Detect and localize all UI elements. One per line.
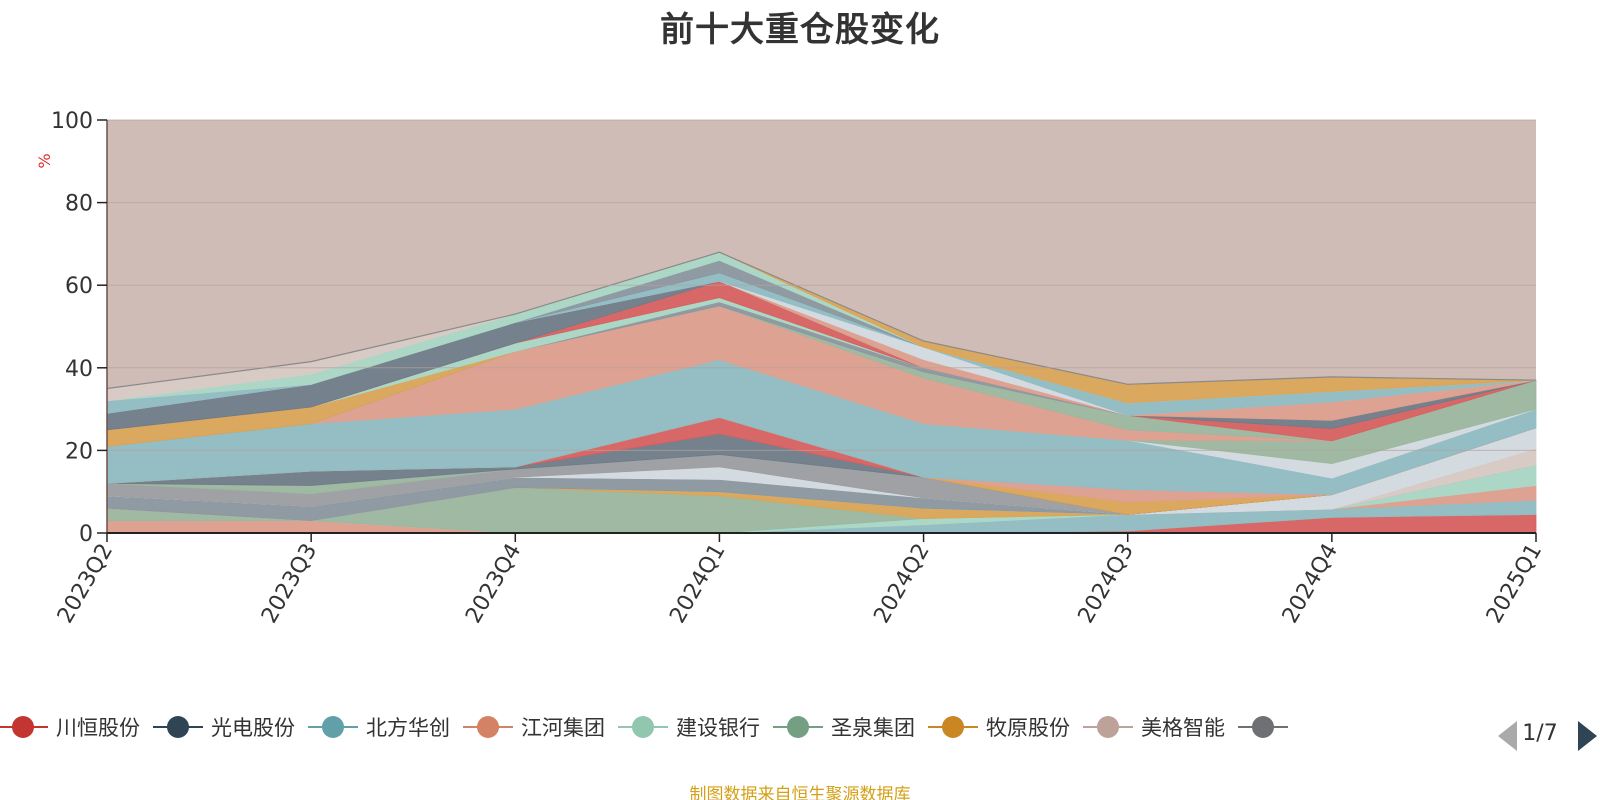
legend-marker-icon [153, 714, 203, 740]
legend-marker-icon [928, 714, 978, 740]
legend-item-1[interactable]: 光电股份 [153, 712, 295, 742]
source-note: 制图数据来自恒生聚源数据库 [689, 785, 911, 800]
legend-marker-icon [463, 714, 513, 740]
legend-item-3[interactable]: 江河集团 [463, 712, 605, 742]
legend-label: 北方华创 [366, 716, 450, 740]
x-tick-label-2023Q3: 2023Q3 [257, 540, 322, 628]
legend-label: 牧原股份 [986, 716, 1070, 740]
legend-marker-icon [618, 714, 668, 740]
x-tick-label-2023Q4: 2023Q4 [461, 540, 526, 628]
legend-item-4[interactable]: 建设银行 [618, 712, 760, 742]
legend-marker-icon [0, 714, 48, 740]
legend-item-5[interactable]: 圣泉集团 [773, 712, 915, 742]
legend: 川恒股份 光电股份 北方华创 江河集团 建设银行 圣泉集团 牧原股份 美格智能 [0, 712, 1480, 756]
legend-label: 建设银行 [676, 716, 760, 740]
pager-prev-arrow-icon[interactable] [1498, 721, 1517, 751]
legend-item-0[interactable]: 川恒股份 [0, 712, 140, 742]
pager-next-arrow-icon[interactable] [1578, 721, 1597, 751]
y-tick-label-60: 60 [65, 274, 93, 299]
legend-marker-icon [308, 714, 358, 740]
legend-item-6[interactable]: 牧原股份 [928, 712, 1070, 742]
series-area-layer [106, 251, 1537, 534]
y-tick-label-80: 80 [65, 192, 93, 217]
legend-item-2[interactable]: 北方华创 [308, 712, 450, 742]
y-tick-label-0: 0 [79, 522, 93, 547]
legend-item-7[interactable]: 美格智能 [1083, 712, 1225, 742]
x-tick-label-2024Q2: 2024Q2 [869, 540, 934, 628]
x-tick-label-2023Q2: 2023Q2 [53, 540, 118, 628]
stacked-area-chart: 0 20 40 60 80 100% 2023Q2 2023Q3 2023Q4 2024Q1 202… [35, 109, 1547, 628]
y-tick-label-20: 20 [65, 439, 93, 464]
legend-label: 川恒股份 [56, 716, 140, 740]
legend-pager: 1/7 [1498, 718, 1600, 754]
legend-label: 江河集团 [521, 716, 605, 740]
legend-label: 美格智能 [1141, 716, 1225, 740]
legend-item-8[interactable] [1238, 714, 1296, 740]
legend-marker-icon [1083, 714, 1133, 740]
x-tick-label-2024Q4: 2024Q4 [1278, 540, 1343, 628]
y-tick-label-100: 100 [51, 109, 93, 134]
legend-label: 圣泉集团 [831, 716, 915, 740]
x-tick-label-2024Q3: 2024Q3 [1074, 540, 1139, 628]
legend-label: 光电股份 [211, 716, 295, 740]
stack-top-line [106, 251, 1537, 390]
y-axis-unit-label: % [35, 153, 54, 168]
chart-title: 前十大重仓股变化 [660, 10, 940, 50]
legend-marker-icon [773, 714, 823, 740]
x-tick-label-2024Q1: 2024Q1 [665, 540, 730, 628]
pager-page-indicator: 1/7 [1522, 721, 1558, 746]
y-tick-label-40: 40 [65, 357, 93, 382]
legend-marker-icon [1238, 714, 1288, 740]
x-tick-label-2025Q1: 2025Q1 [1482, 540, 1547, 628]
